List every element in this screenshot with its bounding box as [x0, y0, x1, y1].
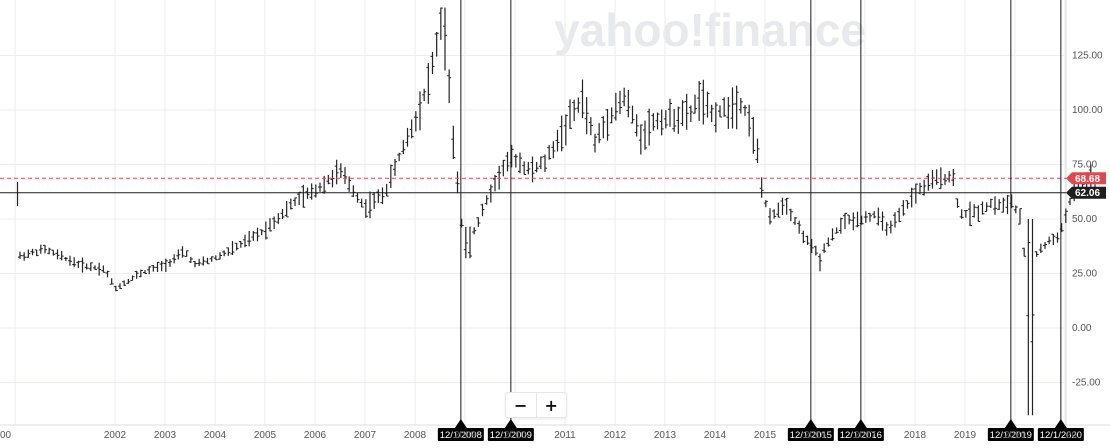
- event-marker-badge: [437, 428, 484, 441]
- x-tick-label: 00: [0, 430, 12, 441]
- event-marker-label: 12/1/2020: [1040, 430, 1082, 441]
- x-tick-label: 2003: [154, 430, 177, 441]
- y-tick-label: 50.00: [1072, 214, 1097, 225]
- event-marker-label: 12/1/2009: [490, 430, 532, 441]
- y-tick-label: 75.00: [1072, 160, 1097, 171]
- x-tick-label: 2007: [354, 430, 377, 441]
- x-tick-label: 2019: [954, 430, 977, 441]
- price-series: [16, 7, 1097, 416]
- x-tick-label: 2013: [654, 430, 677, 441]
- x-tick-label: 2005: [254, 430, 277, 441]
- y-tick-label: 25.00: [1072, 269, 1097, 280]
- x-tick-label: 2011: [554, 430, 576, 441]
- price-tag-label: 62.06: [1075, 188, 1100, 199]
- event-marker-triangle: [1054, 419, 1067, 428]
- x-tick-label: 2004: [204, 430, 227, 441]
- y-tick-label: 100.00: [1072, 105, 1103, 116]
- event-marker-badge: [987, 428, 1034, 441]
- price-tag-68.68: [1066, 172, 1106, 185]
- event-marker-badge: [1037, 428, 1084, 441]
- event-marker-label: 12/1/2019: [990, 430, 1032, 441]
- grid-lines: [0, 0, 1110, 426]
- event-markers: 12/1/2008 12/1/2009 12/1/2015 12/1/2016 12/1…: [437, 0, 1084, 441]
- event-marker-triangle: [854, 419, 867, 428]
- zoom-out-button[interactable]: −: [514, 395, 528, 415]
- event-marker-badge: [837, 428, 884, 441]
- x-tick-label: 2002: [104, 430, 127, 441]
- x-tick-label: 2015: [754, 430, 777, 441]
- price-tag-label: 68.68: [1075, 174, 1100, 185]
- x-tick-label: 2010: [504, 430, 527, 441]
- event-marker-label: 12/1/2015: [790, 430, 832, 441]
- event-marker-triangle: [1004, 419, 1017, 428]
- y-tick-label: 0.00: [1072, 323, 1092, 334]
- event-marker-triangle: [804, 419, 817, 428]
- zoom-controls: − +: [505, 392, 567, 418]
- x-tick-label: 2006: [304, 430, 327, 441]
- x-tick-label: 2016: [804, 430, 827, 441]
- y-tick-label: 125.00: [1072, 51, 1103, 62]
- y-axis: -25.00 0.00 25.00 50.00 75.00 100.00 125.00: [1072, 51, 1103, 389]
- x-tick-label: 2012: [604, 430, 627, 441]
- x-tick-label: 20: [1066, 430, 1078, 441]
- x-tick-label: 2009: [454, 430, 477, 441]
- x-tick-label: 2017: [854, 430, 877, 441]
- price-tag-62.06: [1066, 186, 1106, 199]
- event-marker-triangle: [504, 419, 517, 428]
- y-tick-label: -25.00: [1072, 378, 1101, 389]
- x-tick-label: 2018: [904, 430, 927, 441]
- zoom-divider: [535, 393, 537, 417]
- event-marker-triangle: [454, 419, 467, 428]
- yahoo-finance-watermark: yahoo!finance: [554, 4, 866, 56]
- x-axis: 00 2002 2003 2004 2005 2006 2007 2008 2009 2010 20…: [0, 430, 1078, 441]
- x-tick-label: 2008: [404, 430, 427, 441]
- event-marker-badge: [487, 428, 534, 441]
- x-tick-label: 2020: [1004, 430, 1027, 441]
- x-tick-label: 2014: [704, 430, 727, 441]
- event-marker-label: 12/1/2016: [840, 430, 882, 441]
- event-marker-badge: [787, 428, 834, 441]
- event-marker-label: 12/1/2008: [440, 430, 482, 441]
- reference-lines: 68.68 62.06: [0, 172, 1106, 199]
- zoom-in-button[interactable]: +: [544, 395, 558, 415]
